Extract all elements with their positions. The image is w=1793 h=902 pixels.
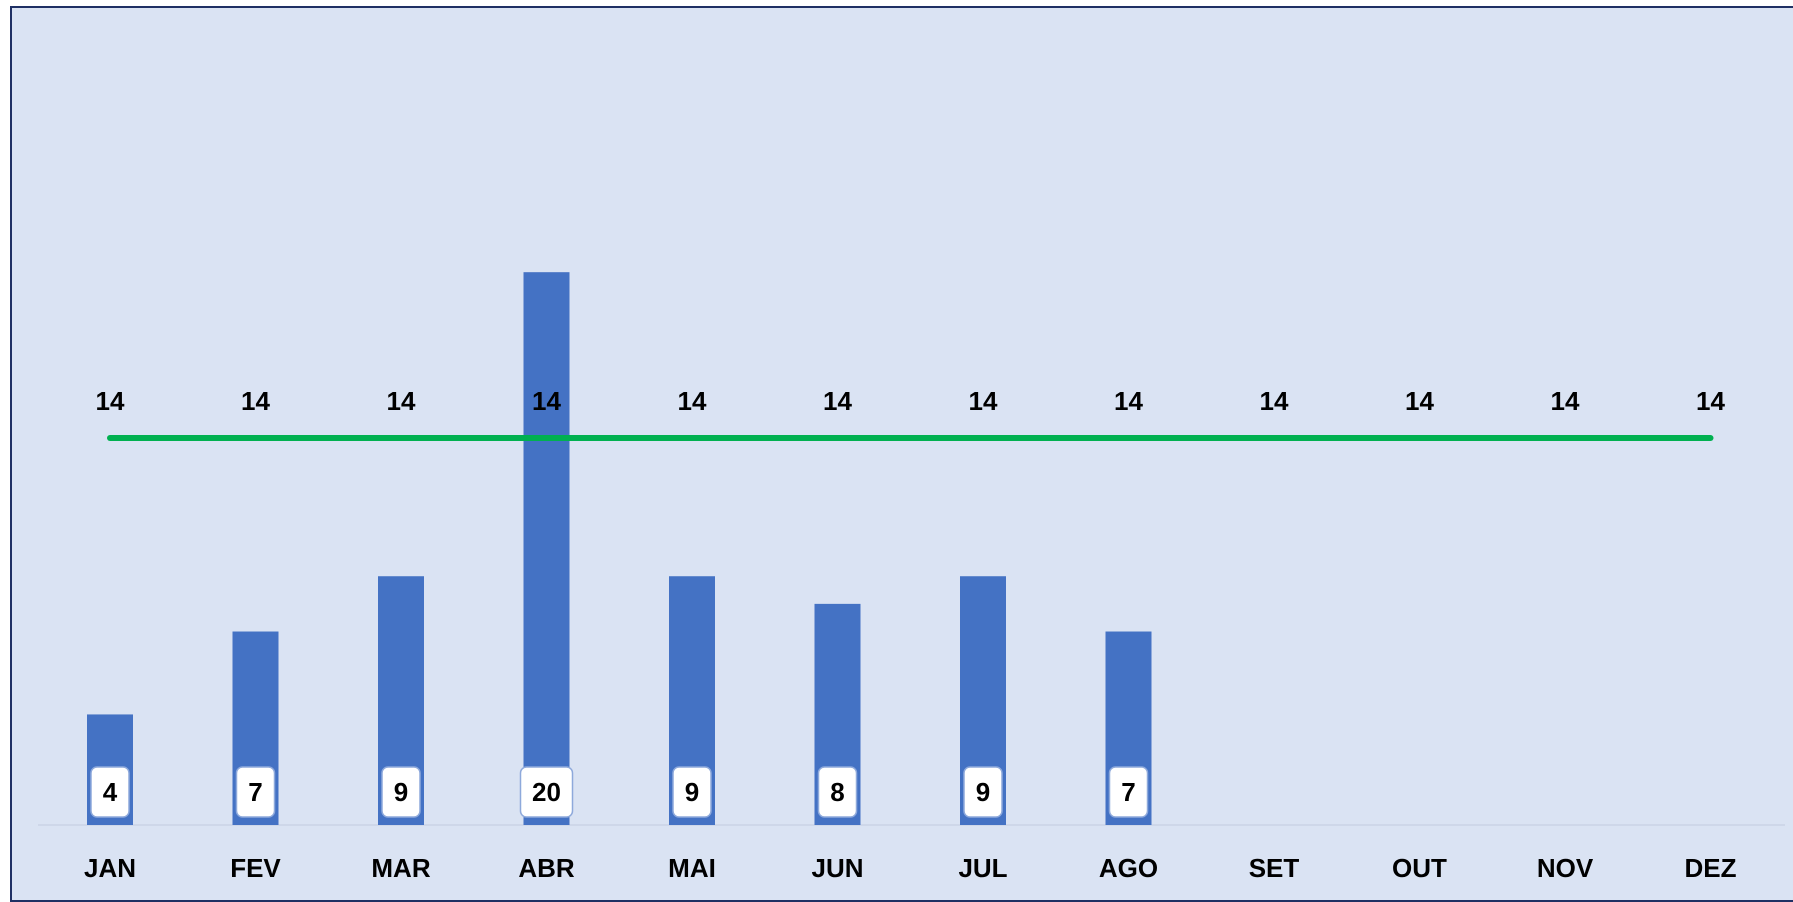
data-label: 7 bbox=[248, 777, 262, 807]
data-label-box bbox=[519, 766, 574, 818]
data-label: 8 bbox=[830, 777, 844, 807]
goal-data-label: 14 bbox=[1696, 386, 1725, 416]
x-tick-label: SET bbox=[1249, 853, 1300, 883]
data-label-box bbox=[235, 766, 276, 818]
x-tick-label: MAR bbox=[371, 853, 430, 883]
x-tick-label: JAN bbox=[84, 853, 136, 883]
goal-data-label: 14 bbox=[1260, 386, 1289, 416]
x-tick-label: JUL bbox=[958, 853, 1007, 883]
goal-data-label: 14 bbox=[96, 386, 125, 416]
goal-data-label: 14 bbox=[678, 386, 707, 416]
x-tick-label: AGO bbox=[1099, 853, 1158, 883]
bar-abr bbox=[523, 272, 570, 825]
x-tick-label: DEZ bbox=[1685, 853, 1737, 883]
data-label: 9 bbox=[394, 777, 408, 807]
data-label-box bbox=[90, 766, 130, 818]
goal-data-label: 14 bbox=[1551, 386, 1580, 416]
goal-data-label: 14 bbox=[241, 386, 270, 416]
data-label-box bbox=[672, 766, 712, 818]
x-tick-label: ABR bbox=[518, 853, 575, 883]
x-tick-label: OUT bbox=[1392, 853, 1447, 883]
data-label: 20 bbox=[532, 777, 561, 807]
x-tick-label: FEV bbox=[230, 853, 281, 883]
data-label: 9 bbox=[685, 777, 699, 807]
data-label-box bbox=[381, 766, 421, 818]
goal-data-label: 14 bbox=[1405, 386, 1434, 416]
x-tick-label: MAI bbox=[668, 853, 716, 883]
data-label: 4 bbox=[103, 777, 118, 807]
goal-data-label: 14 bbox=[532, 386, 561, 416]
data-label-box bbox=[1108, 766, 1149, 818]
data-label: 7 bbox=[1121, 777, 1135, 807]
x-tick-label: JUN bbox=[811, 853, 863, 883]
data-label: 9 bbox=[976, 777, 990, 807]
data-label-box bbox=[817, 766, 858, 818]
goal-data-label: 14 bbox=[387, 386, 416, 416]
goal-data-label: 14 bbox=[823, 386, 852, 416]
chart-area bbox=[10, 6, 1793, 902]
goal-data-label: 14 bbox=[1114, 386, 1143, 416]
x-tick-label: NOV bbox=[1537, 853, 1594, 883]
goal-data-label: 14 bbox=[969, 386, 998, 416]
data-label-box bbox=[963, 766, 1003, 818]
